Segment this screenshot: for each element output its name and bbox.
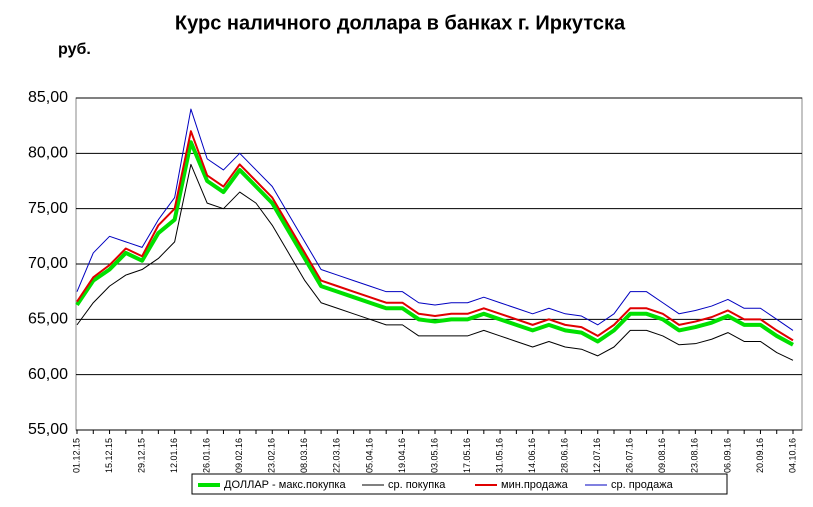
x-tick-label: 23.08.16	[690, 438, 700, 473]
legend-label: ср. покупка	[388, 479, 446, 491]
legend-label: ср. продажа	[611, 479, 674, 491]
x-tick-label: 09.08.16	[657, 438, 667, 473]
legend	[191, 473, 728, 495]
x-tick-label: 05.04.16	[364, 438, 374, 473]
y-tick-label: 80,00	[28, 145, 68, 162]
legend-label: мин.продажа	[501, 479, 569, 491]
x-tick-label: 04.10.16	[787, 438, 797, 473]
x-tick-label: 17.05.16	[462, 438, 472, 473]
x-tick-label: 14.06.16	[527, 438, 537, 473]
x-tick-label: 12.07.16	[592, 438, 602, 473]
x-tick-label: 01.12.15	[71, 438, 81, 473]
x-tick-label: 08.03.16	[299, 438, 309, 473]
x-tick-label: 23.02.16	[267, 438, 277, 473]
x-tick-label: 09.02.16	[234, 438, 244, 473]
x-tick-label: 28.06.16	[560, 438, 570, 473]
x-tick-label: 19.04.16	[397, 438, 407, 473]
x-tick-label: 20.09.16	[755, 438, 765, 473]
legend-label: ДОЛЛАР - макс.покупка	[224, 479, 346, 491]
x-tick-label: 12.01.16	[169, 438, 179, 473]
y-tick-label: 70,00	[28, 255, 68, 272]
y-tick-label: 60,00	[28, 366, 68, 383]
x-tick-label: 15.12.15	[104, 438, 114, 473]
y-tick-label: 55,00	[28, 421, 68, 438]
series-line	[76, 108, 794, 331]
x-tick-label: 22.03.16	[332, 438, 342, 473]
chart-title: Курс наличного доллара в банках г. Иркут…	[175, 12, 626, 34]
series-line	[76, 130, 794, 342]
x-tick-label: 31.05.16	[494, 438, 504, 473]
x-tick-label: 26.07.16	[625, 438, 635, 473]
y-tick-label: 85,00	[28, 89, 68, 106]
series-line	[76, 163, 794, 361]
x-tick-label: 29.12.15	[136, 438, 146, 473]
y-tick-label: 75,00	[28, 200, 68, 217]
y-tick-label: 65,00	[28, 311, 68, 328]
x-tick-label: 26.01.16	[202, 438, 212, 473]
x-tick-label: 06.09.16	[722, 438, 732, 473]
series-line	[75, 140, 794, 347]
x-tick-label: 03.05.16	[429, 438, 439, 473]
y-axis-label: руб.	[58, 41, 91, 58]
